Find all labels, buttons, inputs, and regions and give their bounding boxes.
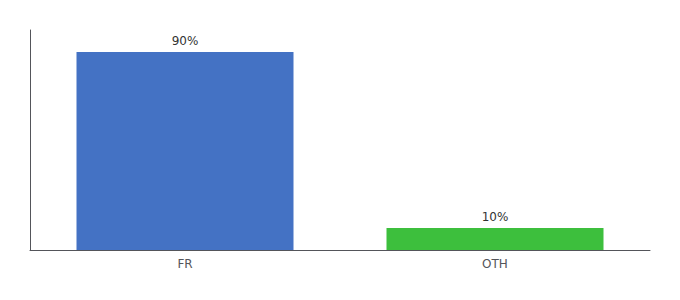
svg-text:90%: 90%	[172, 34, 199, 48]
svg-text:10%: 10%	[482, 210, 509, 224]
svg-text:OTH: OTH	[482, 257, 508, 271]
svg-text:FR: FR	[177, 257, 192, 271]
